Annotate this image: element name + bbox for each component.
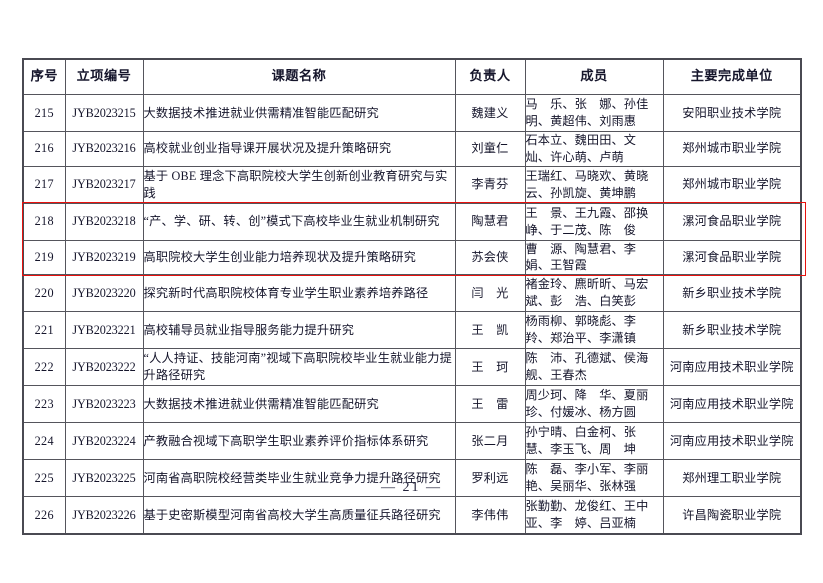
cell-code: JYB2023215 bbox=[64, 94, 144, 132]
cell-seq: 220 bbox=[22, 274, 66, 313]
cell-member: 马 乐、张 娜、孙佳明、黄超伟、刘雨惠 bbox=[524, 94, 664, 132]
cell-member: 褚金玲、麃昕昕、马宏斌、彭 浩、白笑彭 bbox=[524, 274, 664, 313]
table-row: 218 JYB2023218 “产、学、研、转、创”模式下高校毕业生就业机制研究 陶慧… bbox=[22, 202, 802, 241]
cell-unit: 河南应用技术职业学院 bbox=[662, 348, 802, 387]
table-row: 223 JYB2023223 大数据技术推进就业供需精准智能匹配研究王 雷周少珂、降… bbox=[22, 385, 802, 424]
cell-leader: 王 雷 bbox=[454, 385, 526, 424]
cell-member: 张勤勤、龙俊红、王中亚、李 婷、吕亚楠 bbox=[524, 496, 664, 535]
cell-unit: 漯河食品职业学院 bbox=[662, 239, 802, 276]
column-header-seq: 序号 bbox=[22, 58, 66, 95]
cell-leader: 李青芬 bbox=[454, 165, 526, 204]
cell-code: JYB2023223 bbox=[64, 385, 144, 424]
table-body: 215 JYB2023215 大数据技术推进就业供需精准智能匹配研究 魏建义马 乐、张… bbox=[22, 94, 802, 535]
cell-title: “人人持证、技能河南”视域下高职院校毕业生就业能力提升路径研究 bbox=[142, 348, 456, 387]
cell-seq: 216 bbox=[22, 131, 66, 167]
cell-title: 高校就业创业指导课开展状况及提升策略研究 bbox=[142, 131, 456, 167]
column-header-leader: 负责人 bbox=[454, 58, 526, 95]
table-header-row: 序号 立项编号 课题名称 负责人 成员 主要完成单位 bbox=[22, 58, 802, 95]
table-row: 220 JYB2023220 探究新时代高职院校体育专业学生职业素养培养路径闫 光褚… bbox=[22, 274, 802, 313]
cell-unit: 新乡职业技术学院 bbox=[662, 311, 802, 350]
cell-unit: 郑州城市职业学院 bbox=[662, 131, 802, 167]
cell-leader: 苏会侠 bbox=[454, 239, 526, 276]
cell-code: JYB2023224 bbox=[64, 422, 144, 461]
cell-title: “产、学、研、转、创”模式下高校毕业生就业机制研究 bbox=[142, 202, 456, 241]
cell-seq: 217 bbox=[22, 165, 66, 204]
column-header-member: 成员 bbox=[524, 58, 664, 95]
cell-leader: 王 珂 bbox=[454, 348, 526, 387]
column-header-unit: 主要完成单位 bbox=[662, 58, 802, 95]
cell-seq: 223 bbox=[22, 385, 66, 424]
cell-title: 探究新时代高职院校体育专业学生职业素养培养路径 bbox=[142, 274, 456, 313]
column-header-code: 立项编号 bbox=[64, 58, 144, 95]
cell-unit: 安阳职业技术学院 bbox=[662, 94, 802, 132]
table-row: 216 JYB2023216 高校就业创业指导课开展状况及提升策略研究 刘童仁 石本立、… bbox=[22, 131, 802, 167]
cell-code: JYB2023217 bbox=[64, 165, 144, 204]
cell-title: 高职院校大学生创业能力培养现状及提升策略研究 bbox=[142, 239, 456, 276]
cell-code: JYB2023219 bbox=[64, 239, 144, 276]
cell-unit: 许昌陶瓷职业学院 bbox=[662, 496, 802, 535]
cell-title: 高校辅导员就业指导服务能力提升研究 bbox=[142, 311, 456, 350]
cell-seq: 219 bbox=[22, 239, 66, 276]
cell-unit: 河南应用技术职业学院 bbox=[662, 385, 802, 424]
approved-projects-table-container: 序号 立项编号 课题名称 负责人 成员 主要完成单位 215 JYB2023215… bbox=[22, 58, 806, 535]
cell-seq: 225 bbox=[22, 459, 66, 498]
table-row: 221 JYB2023221 高校辅导员就业指导服务能力提升研究王 凯杨雨柳、郭晓彪… bbox=[22, 311, 802, 350]
cell-member: 王瑞红、马晓欢、黄晓云、孙凯旋、黄坤鹏 bbox=[524, 165, 664, 204]
table-row: 224 JYB2023224 产教融合视域下高职学生职业素养评价指标体系研究 张二月孙… bbox=[22, 422, 802, 461]
table-row: 225 JYB2023225 河南省高职院校经营类毕业生就业竞争力提升路径研究 罗利远… bbox=[22, 459, 802, 498]
cell-code: JYB2023222 bbox=[64, 348, 144, 387]
table-row: 226 JYB2023226 基于史密斯模型河南省高校大学生高质量征兵路径研究 李伟伟… bbox=[22, 496, 802, 535]
cell-leader: 李伟伟 bbox=[454, 496, 526, 535]
cell-code: JYB2023226 bbox=[64, 496, 144, 535]
cell-member: 孙宁晴、白金柯、张 慧、李玉飞、周 坤 bbox=[524, 422, 664, 461]
table-row: 215 JYB2023215 大数据技术推进就业供需精准智能匹配研究 魏建义马 乐、张… bbox=[22, 94, 802, 132]
cell-member: 曹 源、陶慧君、李 娟、王智霞 bbox=[524, 239, 664, 276]
cell-member: 石本立、魏田田、文 灿、许心萌、卢萌 bbox=[524, 131, 664, 167]
cell-seq: 215 bbox=[22, 94, 66, 132]
cell-seq: 224 bbox=[22, 422, 66, 461]
cell-member: 周少珂、降 华、夏丽珍、付媛冰、杨方圆 bbox=[524, 385, 664, 424]
cell-member: 王 景、王九霞、邵换峥、于二茂、陈 俊 bbox=[524, 202, 664, 241]
cell-seq: 221 bbox=[22, 311, 66, 350]
cell-title: 大数据技术推进就业供需精准智能匹配研究 bbox=[142, 385, 456, 424]
approved-projects-table: 序号 立项编号 课题名称 负责人 成员 主要完成单位 215 JYB2023215… bbox=[22, 58, 802, 535]
column-header-title: 课题名称 bbox=[142, 58, 456, 95]
cell-code: JYB2023221 bbox=[64, 311, 144, 350]
cell-title: 基于史密斯模型河南省高校大学生高质量征兵路径研究 bbox=[142, 496, 456, 535]
cell-title: 大数据技术推进就业供需精准智能匹配研究 bbox=[142, 94, 456, 132]
table-header: 序号 立项编号 课题名称 负责人 成员 主要完成单位 bbox=[22, 58, 802, 95]
cell-leader: 王 凯 bbox=[454, 311, 526, 350]
cell-seq: 218 bbox=[22, 202, 66, 241]
cell-leader: 陶慧君 bbox=[454, 202, 526, 241]
cell-member: 陈 沛、孔德斌、侯海舰、王春杰 bbox=[524, 348, 664, 387]
cell-leader: 罗利远 bbox=[454, 459, 526, 498]
table-row: 222 JYB2023222 “人人持证、技能河南”视域下高职院校毕业生就业能力提升… bbox=[22, 348, 802, 387]
cell-seq: 226 bbox=[22, 496, 66, 535]
cell-title: 基于 OBE 理念下高职院校大学生创新创业教育研究与实践 bbox=[142, 165, 456, 204]
cell-leader: 张二月 bbox=[454, 422, 526, 461]
cell-code: JYB2023218 bbox=[64, 202, 144, 241]
cell-title: 产教融合视域下高职学生职业素养评价指标体系研究 bbox=[142, 422, 456, 461]
cell-leader: 刘童仁 bbox=[454, 131, 526, 167]
cell-leader: 闫 光 bbox=[454, 274, 526, 313]
table-row: 219 JYB2023219 高职院校大学生创业能力培养现状及提升策略研究 苏会侠曹 … bbox=[22, 239, 802, 276]
cell-unit: 新乡职业技术学院 bbox=[662, 274, 802, 313]
cell-seq: 222 bbox=[22, 348, 66, 387]
cell-code: JYB2023220 bbox=[64, 274, 144, 313]
cell-unit: 漯河食品职业学院 bbox=[662, 202, 802, 241]
table-row: 217 JYB2023217 基于 OBE 理念下高职院校大学生创新创业教育研究与实… bbox=[22, 165, 802, 204]
cell-code: JYB2023225 bbox=[64, 459, 144, 498]
cell-unit: 郑州城市职业学院 bbox=[662, 165, 802, 204]
cell-leader: 魏建义 bbox=[454, 94, 526, 132]
cell-code: JYB2023216 bbox=[64, 131, 144, 167]
cell-member: 杨雨柳、郭晓彪、李 羚、郑治平、李潇镇 bbox=[524, 311, 664, 350]
page-number: — 21 — bbox=[381, 480, 442, 495]
cell-unit: 河南应用技术职业学院 bbox=[662, 422, 802, 461]
